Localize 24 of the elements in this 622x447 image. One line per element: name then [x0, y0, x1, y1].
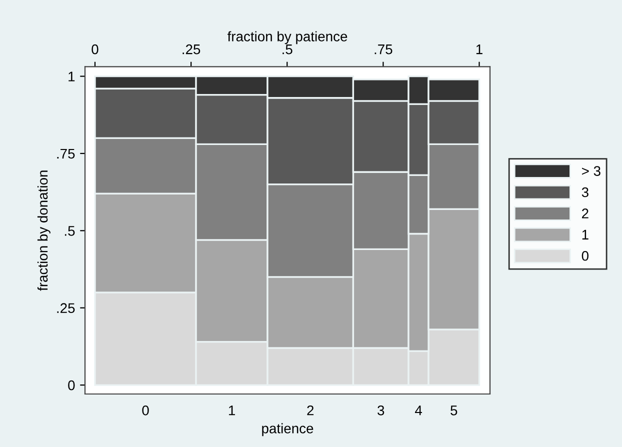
y-tick-label: 0	[68, 380, 75, 390]
x-tick-label: .75	[374, 44, 392, 54]
text: 0	[142, 405, 149, 416]
text: 3	[378, 405, 384, 416]
text: 5	[450, 406, 458, 416]
text: 1	[228, 406, 235, 416]
y-axis-title: fraction by donation	[37, 170, 50, 291]
x-tick-label: .5	[282, 44, 292, 54]
y-tick-label: .75	[57, 148, 75, 159]
y-tick-label: .5	[64, 226, 75, 236]
x-tick-label: .25	[182, 44, 200, 54]
text: 2	[307, 405, 314, 416]
legend-label: 0	[582, 250, 588, 261]
legend-label: 3	[582, 187, 588, 198]
x-tick-label: 0	[92, 44, 98, 54]
text: patience	[262, 423, 314, 436]
legend-label: 2	[582, 208, 588, 218]
legend-label: 1	[582, 230, 588, 240]
y-tick-label: 1	[68, 72, 75, 82]
x-tick-label: 1	[476, 44, 482, 54]
x-axis-title: fraction by patience	[227, 31, 348, 44]
y-tick-label: .25	[57, 303, 75, 314]
text: 4	[414, 406, 422, 416]
legend-label: > 3	[582, 166, 600, 176]
